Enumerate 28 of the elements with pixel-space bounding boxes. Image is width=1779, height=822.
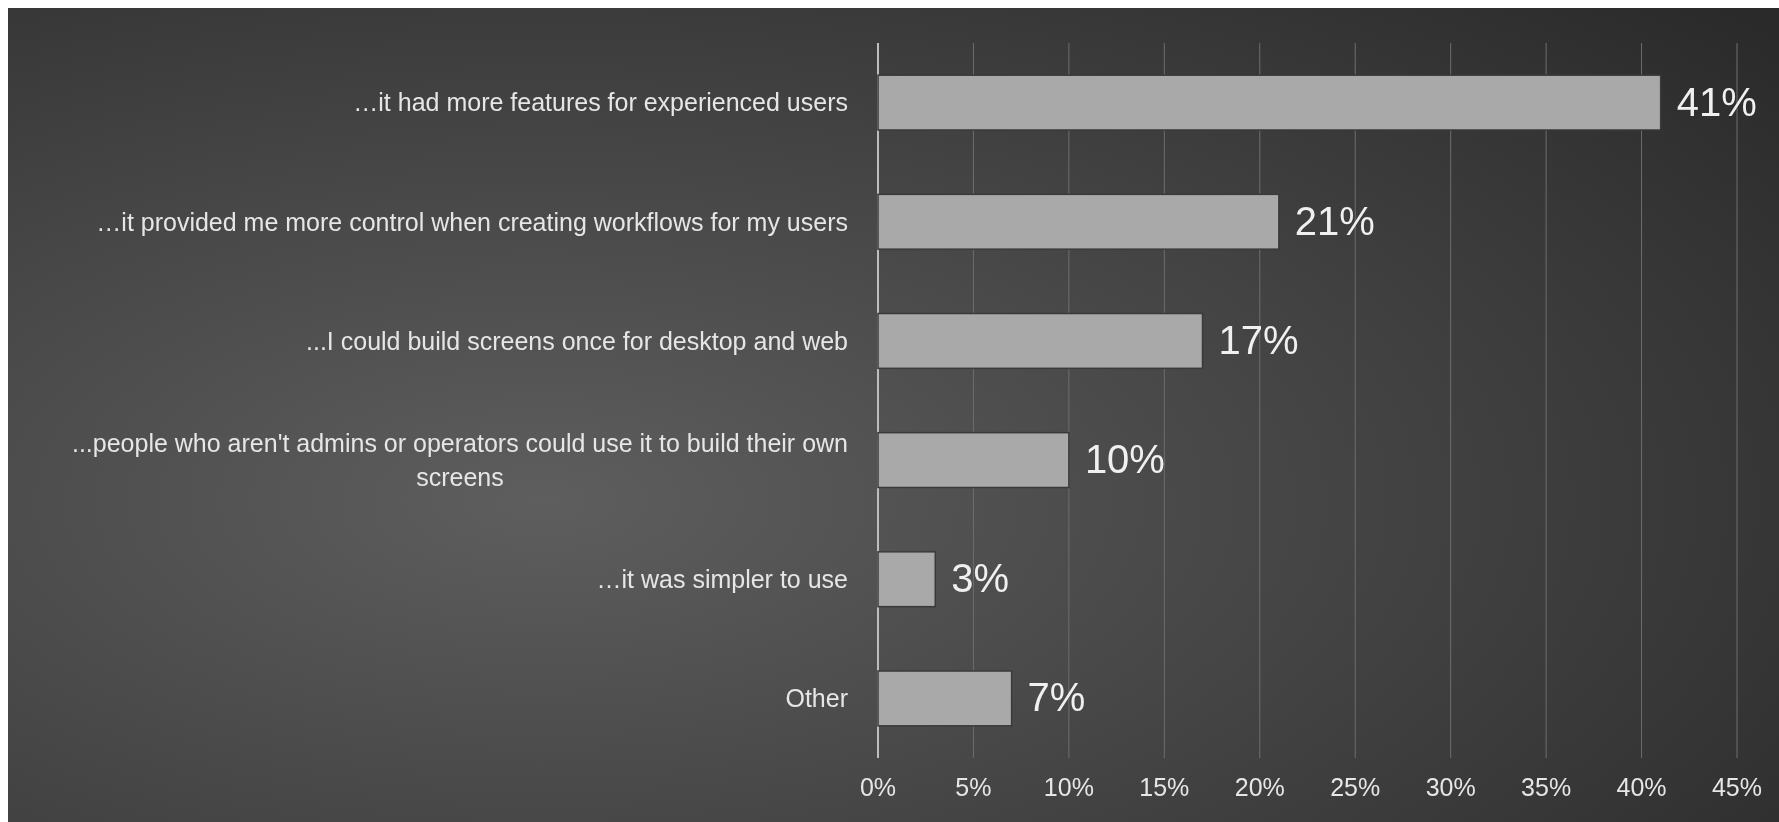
x-tick-label: 15% <box>1139 773 1190 801</box>
x-tick-label: 35% <box>1521 773 1572 801</box>
x-tick-label: 30% <box>1425 773 1476 801</box>
x-tick-label: 20% <box>1234 773 1285 801</box>
y-tick-label: …it provided me more control when creating workflows for my users <box>96 207 849 236</box>
bar <box>877 74 1662 131</box>
bar <box>877 551 937 608</box>
y-tick-label: ...people who aren't admins or operators could use it to build their own screens <box>71 428 849 491</box>
y-tick-label: …it was simpler to use <box>596 565 848 593</box>
bar <box>877 431 1070 489</box>
bar <box>877 670 1013 727</box>
y-tick-label: ...I could build screens once for desktop and web <box>306 326 848 355</box>
data-label: 17% <box>1218 317 1299 362</box>
bar <box>877 193 1280 250</box>
x-tick-label: 5% <box>955 773 992 801</box>
data-label: 3% <box>951 556 1010 601</box>
data-label: 21% <box>1294 198 1375 243</box>
data-label: 10% <box>1084 437 1165 482</box>
x-tick-label: 40% <box>1616 773 1667 801</box>
y-tick-label: Other <box>785 684 848 713</box>
data-label: 41% <box>1676 79 1757 124</box>
x-tick-label: 10% <box>1043 773 1094 801</box>
y-tick-label: …it had more features for experienced users <box>353 88 849 117</box>
x-tick-label: 25% <box>1330 773 1381 801</box>
bar <box>877 312 1204 370</box>
data-label: 7% <box>1027 675 1086 720</box>
x-tick-label: 45% <box>1711 773 1763 801</box>
x-tick-label: 0% <box>859 773 897 801</box>
